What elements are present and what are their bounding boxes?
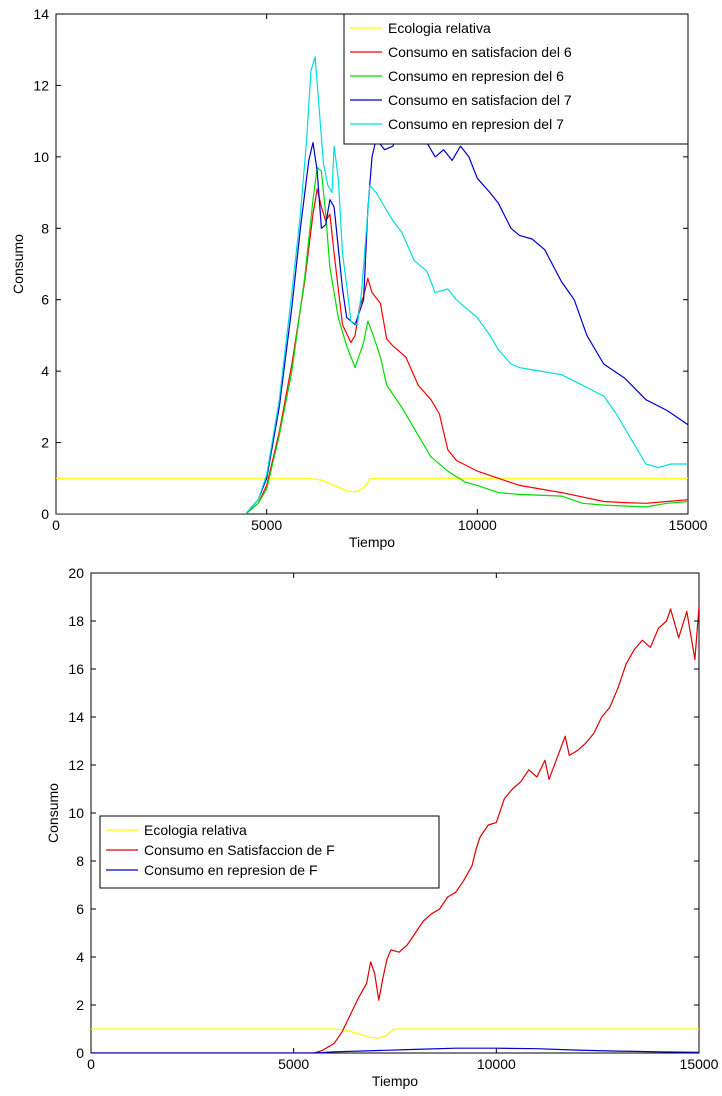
plot-frame: [91, 573, 699, 1053]
x-tick-label: 5000: [251, 517, 282, 533]
legend-label: Consumo en Satisfaccion de F: [144, 842, 335, 858]
y-tick-label: 4: [41, 363, 49, 379]
y-tick-label: 14: [68, 709, 84, 725]
x-tick-label: 15000: [669, 517, 708, 533]
y-axis-label: Consumo: [10, 234, 26, 294]
y-tick-label: 6: [76, 901, 84, 917]
y-tick-label: 16: [68, 661, 84, 677]
y-tick-label: 2: [41, 435, 49, 451]
y-tick-label: 18: [68, 613, 84, 629]
legend: Ecologia relativa Consumo en satisfacion …: [344, 14, 688, 144]
y-tick-label: 10: [33, 149, 49, 165]
y-tick-label: 12: [33, 77, 49, 93]
legend-label: Consumo en represion del 7: [388, 116, 564, 132]
y-tick-label: 14: [33, 6, 49, 22]
y-tick-label: 0: [76, 1045, 84, 1061]
legend-label: Consumo en satisfacion del 7: [388, 92, 572, 108]
y-tick-label: 0: [41, 506, 49, 522]
y-tick-label: 20: [68, 565, 84, 581]
y-tick-label: 8: [41, 220, 49, 236]
legend-label: Consumo en represion del 6: [388, 68, 564, 84]
legend: Ecologia relativa Consumo en Satisfaccion…: [100, 816, 439, 888]
x-tick-label: 10000: [458, 517, 497, 533]
x-axis-label: Tiempo: [372, 1073, 418, 1089]
y-tick-label: 2: [76, 997, 84, 1013]
legend-label: Ecologia relativa: [388, 20, 491, 36]
x-tick-label: 15000: [680, 1056, 719, 1072]
x-tick-label: 10000: [477, 1056, 516, 1072]
y-tick-label: 8: [76, 853, 84, 869]
x-axis-label: Tiempo: [349, 534, 395, 550]
y-tick-label: 6: [41, 292, 49, 308]
x-tick-label: 0: [52, 517, 60, 533]
y-tick-label: 10: [68, 805, 84, 821]
legend-label: Consumo en satisfacion del 6: [388, 44, 572, 60]
chart-2: 0 5000 10000 15000 0 2 4 6 8 10 12 14 16 18 20 Tiempo Co…: [45, 565, 719, 1089]
x-tick-label: 5000: [278, 1056, 309, 1072]
y-tick-label: 4: [76, 949, 84, 965]
chart-1: 0 5000 10000 15000 0 2 4 6 8 10 12 14 Tiempo Consumo E…: [10, 6, 708, 550]
y-tick-label: 12: [68, 757, 84, 773]
legend-label: Consumo en represion de F: [144, 862, 318, 878]
y-axis-label: Consumo: [45, 783, 61, 843]
legend-label: Ecologia relativa: [144, 822, 247, 838]
x-tick-label: 0: [87, 1056, 95, 1072]
